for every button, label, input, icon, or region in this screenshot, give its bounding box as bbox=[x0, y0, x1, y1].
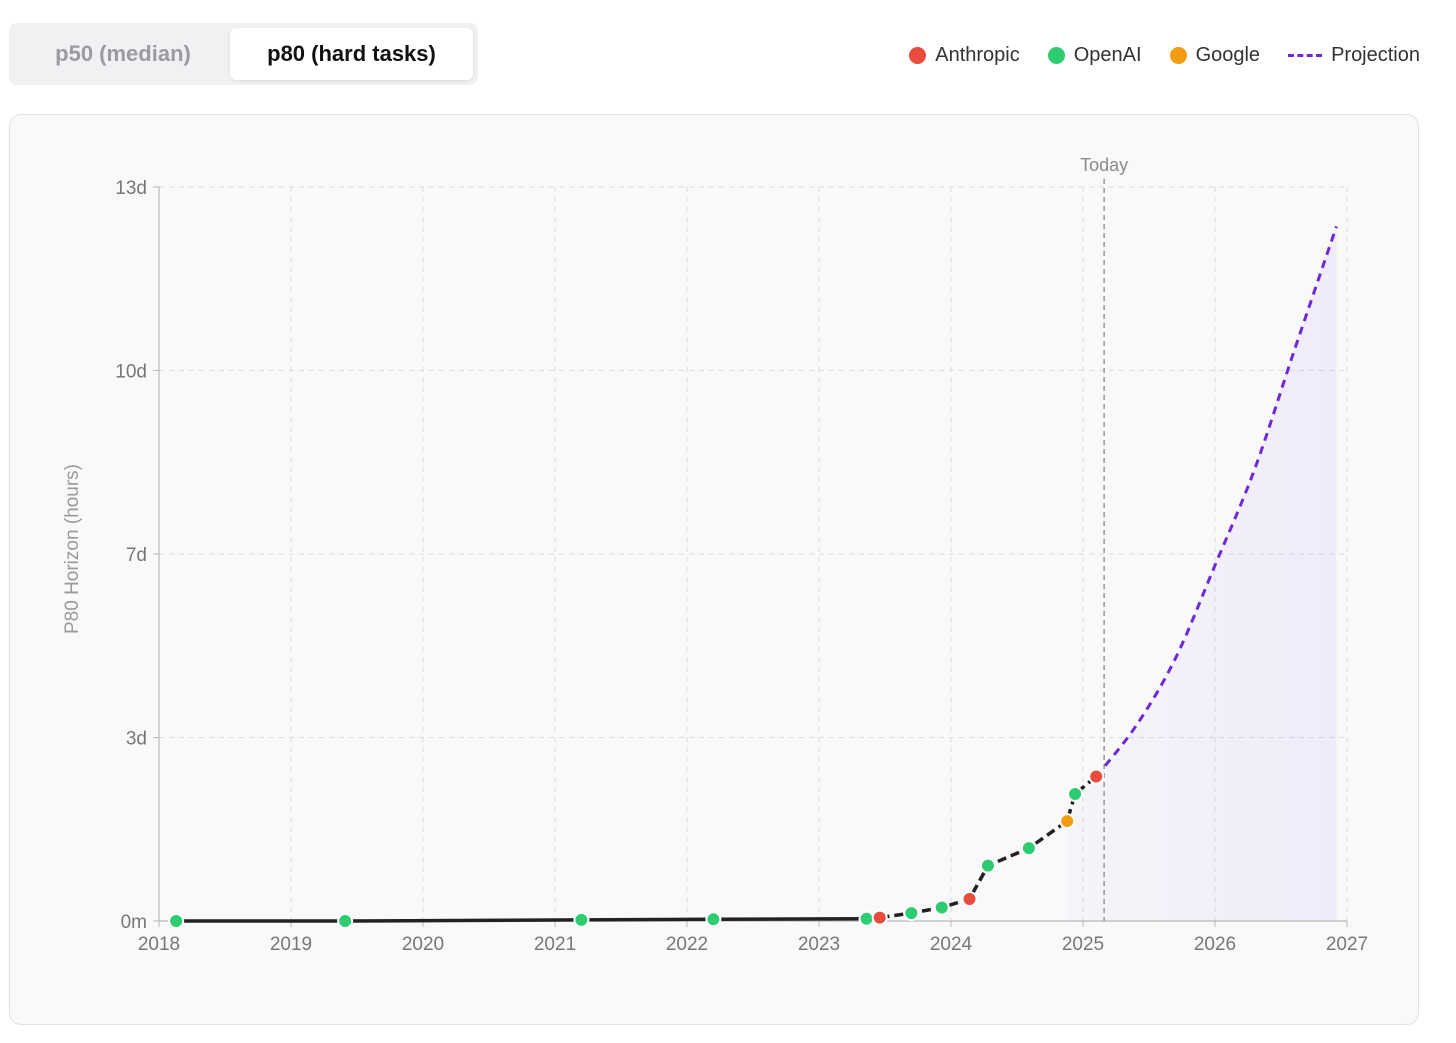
chart-panel: 2018 2019 2020 2021 2022 2023 2024 2025 2026 2027… bbox=[9, 114, 1419, 1025]
legend-item-google: Google bbox=[1169, 43, 1261, 67]
data-point-4 bbox=[858, 910, 875, 927]
legend-label-projection: Projection bbox=[1331, 43, 1420, 66]
horizon-chart: 2018 2019 2020 2021 2022 2023 2024 2025 2026 2027… bbox=[62, 155, 1368, 955]
y-tick-label-7d: 7d bbox=[126, 545, 147, 566]
google-dot-icon bbox=[1169, 46, 1187, 64]
p80-toggle-button[interactable]: p80 (hard tasks) bbox=[230, 28, 473, 80]
x-tick-label-2023: 2023 bbox=[798, 934, 840, 955]
legend-label-anthropic: Anthropic bbox=[935, 43, 1020, 66]
x-tick-label-2027: 2027 bbox=[1326, 934, 1368, 955]
x-tick-label-2025: 2025 bbox=[1062, 934, 1104, 955]
x-tick-label-2018: 2018 bbox=[138, 934, 180, 955]
legend-label-openai: OpenAI bbox=[1073, 43, 1142, 66]
observed-line-solid bbox=[176, 916, 867, 923]
x-tick-label-2019: 2019 bbox=[270, 934, 312, 955]
y-tick-label-0m: 0m bbox=[121, 912, 147, 933]
p50-toggle-button[interactable]: p50 (median) bbox=[55, 41, 191, 66]
projection-line bbox=[1095, 226, 1338, 778]
data-point-8 bbox=[961, 890, 978, 907]
projection-dash-icon bbox=[1288, 53, 1323, 57]
y-tick-label-10d: 10d bbox=[115, 362, 147, 383]
chart-legend: Anthropic OpenAI Google Projection bbox=[909, 38, 1420, 72]
legend-label-google: Google bbox=[1195, 43, 1261, 66]
data-point-1 bbox=[337, 913, 354, 929]
data-point-13 bbox=[1088, 768, 1105, 785]
data-point-7 bbox=[933, 899, 950, 916]
data-point-3 bbox=[705, 911, 722, 928]
anthropic-dot-icon bbox=[909, 46, 927, 64]
data-point-12 bbox=[1067, 785, 1084, 802]
data-point-11 bbox=[1059, 813, 1076, 830]
data-point-9 bbox=[979, 857, 996, 874]
x-tick-label-2026: 2026 bbox=[1194, 934, 1236, 955]
today-label: Today bbox=[1080, 155, 1128, 175]
data-point-2 bbox=[573, 911, 590, 928]
data-point-10 bbox=[1020, 840, 1037, 857]
x-tick-label-2020: 2020 bbox=[402, 934, 444, 955]
y-tick-label-13d: 13d bbox=[115, 178, 147, 199]
horizon-toggle: p50 (median) p80 (hard tasks) bbox=[9, 23, 478, 85]
x-tick-label-2022: 2022 bbox=[666, 934, 708, 955]
y-axis-title: P80 Horizon (hours) bbox=[62, 464, 83, 634]
data-point-0 bbox=[168, 913, 185, 929]
openai-dot-icon bbox=[1047, 46, 1065, 64]
data-point-5 bbox=[871, 909, 888, 926]
legend-item-openai: OpenAI bbox=[1047, 43, 1142, 67]
legend-item-projection: Projection bbox=[1288, 44, 1420, 67]
x-tick-label-2021: 2021 bbox=[534, 934, 576, 955]
observed-line-dashed bbox=[866, 775, 1098, 921]
x-tick-label-2024: 2024 bbox=[930, 934, 973, 955]
projection-area bbox=[1067, 226, 1337, 921]
y-tick-label-3d: 3d bbox=[126, 729, 147, 750]
data-point-6 bbox=[903, 905, 920, 922]
legend-item-anthropic: Anthropic bbox=[909, 44, 1020, 67]
